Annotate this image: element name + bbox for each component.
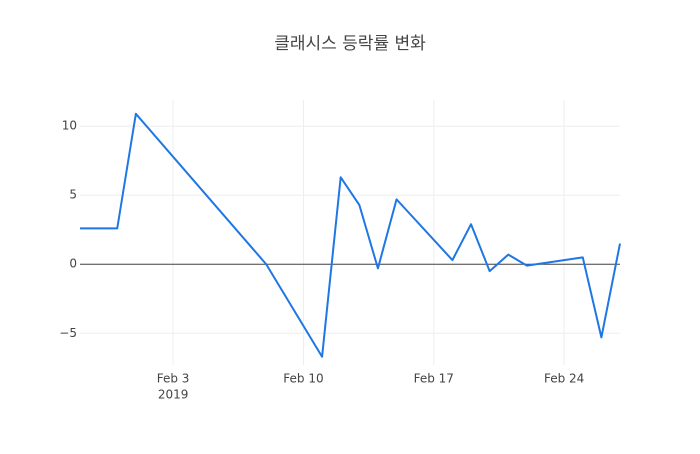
y-tick-label: 0: [69, 257, 77, 271]
line: [80, 112, 621, 358]
chart-title: 클래시스 등락률 변화: [274, 34, 426, 54]
y-tick-label: 5: [69, 188, 77, 202]
x-tick-sublabel: 2019: [158, 388, 189, 402]
y-tick-label: −5: [59, 326, 77, 340]
x-tick-label: Feb 10: [283, 372, 323, 386]
y-tick-label: 10: [62, 119, 77, 133]
x-tick-label: Feb 3: [157, 372, 190, 386]
x-tick-label: Feb 17: [414, 372, 454, 386]
x-tick-label: Feb 24: [544, 372, 584, 386]
